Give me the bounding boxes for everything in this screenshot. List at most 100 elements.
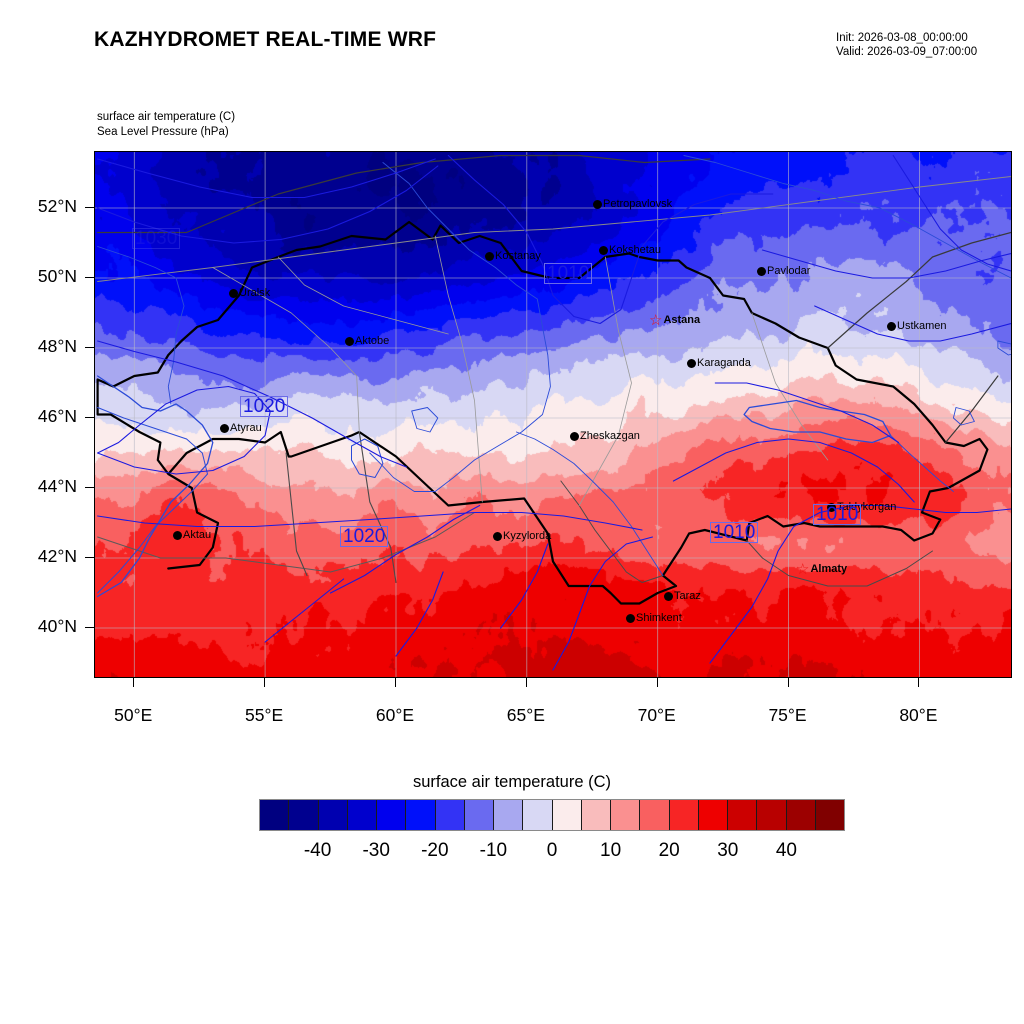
y-axis-label: 52°N — [37, 196, 77, 216]
city-dot-icon — [485, 252, 494, 261]
city-marker-aktau: Aktau — [173, 530, 211, 541]
colorbar-segment — [347, 800, 377, 830]
colorbar-tick-label: -20 — [421, 840, 449, 861]
colorbar-segment — [728, 800, 758, 830]
y-axis-label: 42°N — [37, 546, 77, 566]
pressure-contour-label: 1020 — [240, 396, 289, 417]
colorbar-segment — [494, 800, 524, 830]
city-label: Aktau — [183, 529, 212, 541]
city-label: Kyzylorda — [503, 530, 552, 542]
city-dot-icon — [827, 503, 836, 512]
y-axis-tick — [85, 207, 94, 208]
x-axis-tick — [525, 678, 527, 687]
init-time-label: Init: 2026-03-08_00:00:00 — [836, 32, 968, 44]
x-axis-tick — [394, 678, 396, 687]
city-dot-icon — [593, 200, 602, 209]
x-axis-label: 55°E — [245, 705, 284, 725]
y-axis-label: 48°N — [37, 336, 77, 356]
temperature-colorbar[interactable] — [259, 799, 845, 831]
colorbar-segment — [377, 800, 407, 830]
city-label: Atyrau — [230, 422, 262, 434]
city-label: Zheskazgan — [580, 430, 640, 442]
city-dot-icon — [220, 424, 229, 433]
colorbar-tick-label: -10 — [479, 840, 508, 861]
capital-star-icon: ☆ — [796, 561, 810, 578]
colorbar-tick-label: 10 — [600, 840, 622, 861]
city-label: Pavlodar — [767, 265, 811, 277]
city-marker-kyzylorda: Kyzylorda — [493, 531, 551, 542]
x-axis-label: 60°E — [375, 705, 415, 725]
y-axis-tick — [85, 487, 94, 488]
colorbar-segment — [611, 800, 641, 830]
colorbar-tick-label: 40 — [775, 840, 797, 861]
x-axis-label: 70°E — [637, 705, 676, 725]
x-axis-label: 65°E — [506, 705, 545, 725]
city-marker-kokshetau: Kokshetau — [599, 245, 661, 256]
field-captions: surface air temperature (C) Sea Level Pr… — [97, 110, 235, 140]
colorbar-tick-label: -40 — [303, 840, 332, 861]
city-label: Aktobe — [355, 335, 390, 347]
map-plot-area[interactable]: Petropavlovsk Kostanay Kokshetau Pavlodar Ur… — [94, 151, 1012, 678]
city-dot-icon — [345, 337, 354, 346]
city-label: Karaganda — [697, 357, 751, 369]
colorbar-segment — [669, 800, 699, 830]
city-marker-aktobe: Aktobe — [345, 336, 389, 347]
colorbar-tick-label: 20 — [658, 840, 680, 861]
city-label: Almaty — [810, 563, 848, 575]
colorbar-segment — [260, 800, 290, 830]
capital-star-icon: ☆ — [649, 312, 663, 329]
y-axis-tick — [85, 627, 94, 628]
colorbar-segment — [318, 800, 348, 830]
y-axis-label: 50°N — [37, 266, 77, 286]
model-run-info: Init: 2026-03-08_00:00:00 Valid: 2026-03… — [836, 31, 977, 59]
colorbar-segment — [523, 800, 553, 830]
x-axis-label: 50°E — [114, 705, 153, 725]
temperature-field-raster — [95, 152, 1011, 677]
colorbar-segment — [757, 800, 787, 830]
y-axis-tick — [85, 277, 94, 278]
colorbar-segment — [786, 800, 816, 830]
colorbar-tick-labels: -40 -30 -20 -10 0 10 20 30 40 — [259, 840, 845, 870]
map-vector-overlay — [95, 152, 1011, 677]
caption-pressure: Sea Level Pressure (hPa) — [97, 126, 229, 138]
colorbar-tick-label: -30 — [362, 840, 390, 861]
colorbar-segment — [815, 800, 844, 830]
city-dot-icon — [173, 531, 182, 540]
colorbar-title: surface air temperature (C) — [412, 773, 612, 791]
colorbar-segment — [435, 800, 465, 830]
x-axis-label: 75°E — [768, 705, 807, 725]
y-axis-label: 46°N — [37, 406, 77, 426]
city-dot-icon — [626, 614, 635, 623]
y-axis-tick — [85, 557, 94, 558]
x-axis-label: 80°E — [899, 705, 938, 725]
colorbar-tick-label: 30 — [717, 840, 739, 861]
y-axis-label: 44°N — [37, 476, 77, 496]
city-marker-zheskazgan: Zheskazgan — [570, 431, 640, 442]
y-axis-label: 40°N — [37, 616, 77, 636]
x-axis-tick — [133, 678, 135, 687]
city-dot-icon — [757, 267, 766, 276]
pressure-contour-label: 1010 — [813, 504, 862, 525]
city-dot-icon — [599, 246, 608, 255]
city-dot-icon — [229, 289, 238, 298]
city-marker-ustkamen: Ustkamen — [887, 321, 947, 332]
city-marker-karaganda: Karaganda — [687, 358, 751, 369]
y-axis-tick — [85, 417, 94, 418]
colorbar-segment — [581, 800, 611, 830]
x-axis-tick — [264, 678, 266, 687]
city-label: Petropavlovsk — [603, 198, 673, 210]
x-axis-tick — [918, 678, 920, 687]
caption-temperature: surface air temperature (C) — [97, 111, 236, 123]
city-marker-taldykorgan: Taldykorgan — [827, 502, 896, 513]
valid-time-label: Valid: 2026-03-09_07:00:00 — [836, 46, 978, 58]
pressure-contour-label: 1010 — [710, 522, 759, 543]
colorbar-segment — [406, 800, 436, 830]
city-dot-icon — [687, 359, 696, 368]
city-label: Ustkamen — [897, 320, 947, 332]
city-label: Taldykorgan — [837, 501, 897, 513]
city-marker-shimkent: Shimkent — [626, 613, 682, 624]
colorbar-segment — [698, 800, 728, 830]
city-label: Taraz — [674, 590, 701, 602]
city-marker-pavlodar: Pavlodar — [757, 266, 810, 277]
pressure-contour-label: 1030 — [132, 228, 181, 249]
